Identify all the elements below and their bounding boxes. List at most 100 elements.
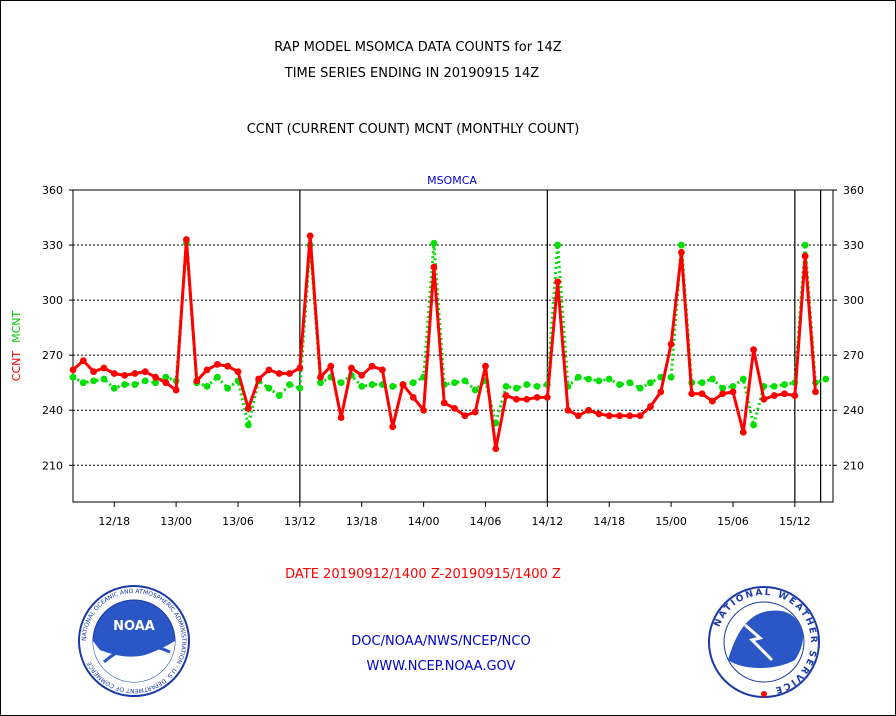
ccnt-point	[729, 388, 737, 396]
ccnt-point	[801, 252, 809, 260]
mcnt-point	[698, 379, 706, 387]
vertical-day-lines	[299, 190, 822, 502]
ccnt-point	[306, 232, 314, 240]
ccnt-point	[461, 412, 469, 420]
ccnt-point	[378, 366, 386, 374]
ccnt-point	[255, 375, 263, 383]
svg-text:CCNTMCNT: CCNT MCNT	[10, 311, 23, 382]
mcnt-point	[750, 421, 757, 429]
mcnt-point	[770, 382, 778, 390]
ccnt-point	[296, 364, 304, 372]
ccnt-point	[317, 373, 324, 381]
x-tick-label: 15/06	[717, 515, 749, 528]
y-tick-label-right: 300	[843, 294, 864, 307]
credit-text: DOC/NOAA/NWS/NCEP/NCO	[351, 634, 530, 649]
ccnt-point	[451, 405, 458, 412]
nws-lightning-icon	[744, 623, 774, 662]
nws-star-icon	[761, 691, 767, 697]
y-tick-label-right: 330	[843, 239, 864, 252]
ccnt-point	[698, 390, 706, 398]
mcnt-point	[79, 379, 87, 387]
mcnt-point	[90, 377, 98, 385]
x-tick-label: 14/00	[408, 515, 440, 528]
mcnt-point	[708, 375, 716, 383]
mcnt-point	[595, 377, 603, 385]
ccnt-point	[781, 390, 788, 398]
ccnt-point	[172, 386, 180, 394]
ccnt-point	[162, 379, 170, 387]
ccnt-point	[585, 406, 593, 414]
mcnt-point	[110, 384, 118, 392]
chart-title-line2: TIME SERIES ENDING IN 20190915 14Z	[284, 66, 540, 81]
y-tick-label-right: 270	[843, 349, 864, 362]
ccnt-point	[750, 346, 757, 354]
ccnt-point	[100, 364, 108, 372]
ccnt-point	[183, 236, 190, 243]
series-layer	[69, 232, 830, 453]
mcnt-point	[822, 375, 830, 383]
y-tick-label-left: 360	[42, 184, 63, 197]
ccnt-point	[389, 423, 397, 431]
ccnt-point	[657, 388, 665, 396]
mcnt-point	[616, 381, 623, 388]
ccnt-point	[605, 412, 613, 420]
chart-subtitle: CCNT (CURRENT COUNT) MCNT (MONTHLY COUNT…	[247, 122, 580, 137]
ccnt-point	[760, 395, 768, 403]
mcnt-point	[461, 377, 469, 385]
mcnt-point	[430, 239, 438, 247]
mcnt-point	[502, 382, 510, 390]
y-tick-label-left: 330	[42, 239, 63, 252]
mcnt-point	[719, 384, 727, 392]
ccnt-point	[564, 406, 572, 414]
ccnt-point	[234, 368, 242, 376]
ccnt-point	[79, 357, 87, 365]
website-link[interactable]: WWW.NCEP.NOAA.GOV	[367, 659, 516, 674]
y-axis-label-mcnt: MCNT	[10, 311, 23, 343]
mcnt-point	[636, 384, 644, 392]
ccnt-point	[440, 399, 448, 407]
ccnt-point	[337, 414, 345, 421]
ccnt-point	[409, 393, 417, 401]
x-tick-label: 13/12	[284, 515, 316, 528]
ccnt-point	[152, 373, 159, 381]
mcnt-point	[152, 379, 159, 387]
ccnt-point	[739, 428, 747, 436]
x-ticks: 12/18 13/00 13/06 13/12 13/18 14/00 14/06 14/12…	[98, 502, 811, 528]
ccnt-point	[533, 393, 541, 401]
y-tick-label-right: 210	[843, 459, 864, 472]
y-ticks-left: 360 330 300 270 240 210	[42, 184, 73, 472]
ccnt-point	[688, 390, 696, 398]
mcnt-point	[513, 384, 520, 392]
ccnt-point	[678, 249, 685, 256]
mcnt-point	[605, 375, 613, 383]
mcnt-point	[389, 382, 397, 390]
ccnt-point	[368, 362, 376, 370]
ccnt-point	[513, 395, 520, 403]
mcnt-point	[275, 392, 283, 399]
mcnt-point	[213, 373, 221, 381]
y-ticks-right: 360 330 300 270 240 210	[833, 184, 864, 472]
mcnt-point	[121, 381, 128, 388]
mcnt-point	[224, 384, 232, 392]
ccnt-point	[265, 366, 273, 374]
ccnt-point	[420, 406, 428, 414]
mcnt-point	[337, 379, 345, 387]
y-tick-label-left: 240	[42, 404, 63, 417]
x-tick-label: 13/00	[160, 515, 192, 528]
x-tick-label: 15/00	[655, 515, 687, 528]
ccnt-point	[543, 393, 551, 401]
chart-title-line1: RAP MODEL MSOMCA DATA COUNTS for 14Z	[274, 40, 561, 55]
mcnt-point	[131, 381, 139, 388]
ccnt-point	[812, 388, 819, 396]
x-tick-label: 13/18	[346, 515, 378, 528]
y-axis-label-ccnt: CCNT	[10, 351, 23, 382]
y-tick-label-left: 210	[42, 459, 63, 472]
ccnt-point	[574, 412, 582, 420]
ccnt-point	[121, 371, 128, 379]
ccnt-point	[193, 377, 201, 385]
mcnt-point	[554, 241, 562, 249]
ccnt-point	[595, 410, 603, 418]
mcnt-point	[368, 381, 376, 388]
ccnt-point	[502, 392, 510, 399]
mcnt-point	[781, 381, 788, 388]
